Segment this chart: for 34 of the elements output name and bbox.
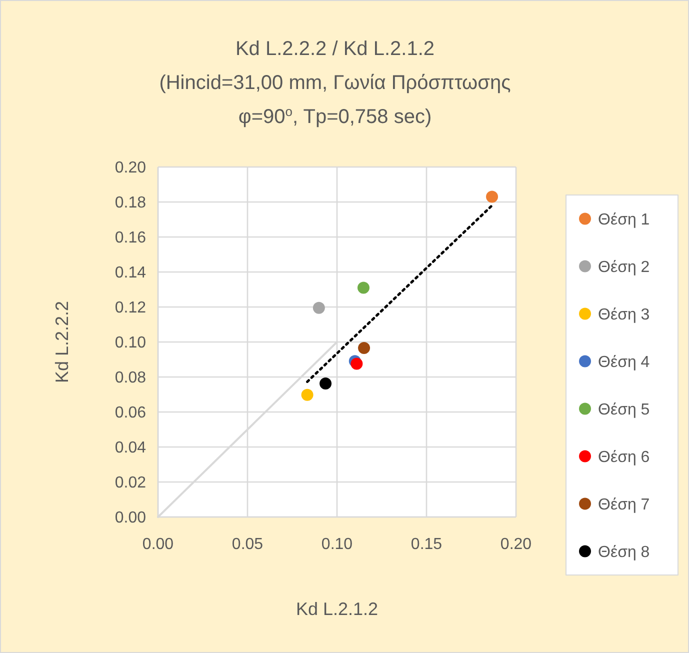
y-axis-title: Kd L.2.2.2 bbox=[52, 300, 72, 384]
y-tick-label: 0.18 bbox=[114, 194, 146, 212]
y-tick-label: 0.16 bbox=[114, 230, 146, 247]
x-tick-label: 0.05 bbox=[232, 536, 264, 553]
y-tick-label: 0.00 bbox=[114, 510, 146, 527]
y-tick-label: 0.04 bbox=[114, 440, 146, 457]
legend-label: Θέση 4 bbox=[598, 354, 650, 371]
legend-label: Θέση 5 bbox=[598, 401, 650, 418]
y-tick-label: 0.02 bbox=[114, 474, 146, 492]
y-tick-label: 0.20 bbox=[114, 160, 146, 177]
point bbox=[358, 342, 370, 354]
x-tick-label: 0.20 bbox=[500, 536, 532, 553]
x-tick-label: 0.00 bbox=[142, 536, 174, 553]
legend-label: Θέση 7 bbox=[598, 496, 650, 514]
y-tick-label: 0.14 bbox=[114, 264, 146, 282]
point bbox=[312, 302, 325, 314]
y-tick-label: 0.06 bbox=[114, 404, 146, 422]
legend-label: Θέση 1 bbox=[598, 211, 650, 228]
x-axis-title: Kd L.2.1.2 bbox=[296, 599, 378, 619]
point bbox=[357, 282, 370, 294]
legend-label: Θέση 8 bbox=[598, 544, 650, 561]
point bbox=[486, 190, 498, 203]
legend-label: Θέση 2 bbox=[598, 258, 650, 276]
x-tick-label: 0.10 bbox=[321, 536, 353, 553]
point bbox=[301, 388, 314, 401]
y-tick-label: 0.08 bbox=[114, 370, 146, 387]
point bbox=[350, 358, 363, 370]
y-tick-label: 0.10 bbox=[114, 334, 146, 352]
x-tick-label: 0.15 bbox=[410, 536, 442, 553]
legend-label: Θέση 3 bbox=[598, 306, 650, 324]
point bbox=[320, 377, 332, 390]
legend-label: Θέση 6 bbox=[598, 448, 650, 466]
chart-title: Kd L.2.2.2 / Kd L.2.1.2 (Hincid=31,00 mm, Γωνία Πρόσπτωσης φ=90$^{o}$, Tp=0,758 sec) bbox=[159, 38, 512, 128]
y-tick-label: 0.12 bbox=[114, 300, 146, 317]
